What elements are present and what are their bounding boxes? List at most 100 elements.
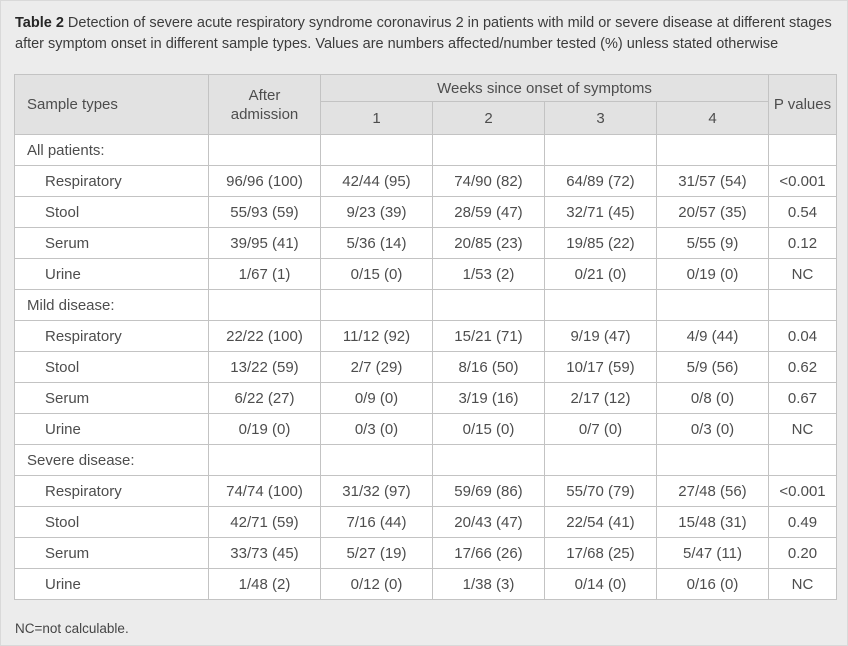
row-label: Respiratory (14, 165, 209, 197)
table-row: Stool 13/22 (59) 2/7 (29) 8/16 (50) 10/1… (14, 351, 837, 383)
empty-cell (544, 444, 657, 476)
cell-after-admission: 0/19 (0) (208, 413, 321, 445)
cell-week-3: 2/17 (12) (544, 382, 657, 414)
empty-cell (432, 289, 545, 321)
cell-week-4: 0/8 (0) (656, 382, 769, 414)
section-title: Mild disease: (14, 289, 209, 321)
cell-week-4: 5/9 (56) (656, 351, 769, 383)
cell-week-3: 64/89 (72) (544, 165, 657, 197)
empty-cell (432, 134, 545, 166)
cell-week-4: 15/48 (31) (656, 506, 769, 538)
table-row: Urine 0/19 (0) 0/3 (0) 0/15 (0) 0/7 (0) … (14, 413, 837, 445)
cell-week-1: 0/9 (0) (320, 382, 433, 414)
cell-week-2: 59/69 (86) (432, 475, 545, 507)
table-row: Respiratory 96/96 (100) 42/44 (95) 74/90… (14, 165, 837, 197)
cell-week-4: 0/3 (0) (656, 413, 769, 445)
header-p-values: P values (768, 74, 837, 135)
cell-week-2: 20/43 (47) (432, 506, 545, 538)
empty-cell (768, 444, 837, 476)
empty-cell (432, 444, 545, 476)
cell-week-1: 2/7 (29) (320, 351, 433, 383)
cell-week-2: 8/16 (50) (432, 351, 545, 383)
header-week-3: 3 (544, 101, 657, 135)
cell-after-admission: 55/93 (59) (208, 196, 321, 228)
cell-after-admission: 22/22 (100) (208, 320, 321, 352)
header-weeks-group: Weeks since onset of symptoms (320, 74, 769, 102)
empty-cell (320, 444, 433, 476)
cell-week-2: 0/15 (0) (432, 413, 545, 445)
empty-cell (544, 289, 657, 321)
table-caption: Table 2 Detection of severe acute respir… (15, 13, 833, 55)
header-week-1: 1 (320, 101, 433, 135)
cell-week-1: 0/15 (0) (320, 258, 433, 290)
empty-cell (320, 134, 433, 166)
cell-week-2: 20/85 (23) (432, 227, 545, 259)
cell-week-4: 20/57 (35) (656, 196, 769, 228)
header-sample-types: Sample types (14, 74, 209, 135)
cell-week-4: 0/19 (0) (656, 258, 769, 290)
results-table: Sample types After admission Weeks since… (14, 74, 837, 600)
cell-p-value: 0.20 (768, 537, 837, 569)
cell-p-value: NC (768, 568, 837, 600)
cell-week-3: 19/85 (22) (544, 227, 657, 259)
cell-week-2: 28/59 (47) (432, 196, 545, 228)
table-row: Urine 1/67 (1) 0/15 (0) 1/53 (2) 0/21 (0… (14, 258, 837, 290)
table-row: Serum 33/73 (45) 5/27 (19) 17/66 (26) 17… (14, 537, 837, 569)
cell-p-value: 0.54 (768, 196, 837, 228)
cell-week-4: 4/9 (44) (656, 320, 769, 352)
table-row: Serum 6/22 (27) 0/9 (0) 3/19 (16) 2/17 (… (14, 382, 837, 414)
cell-week-4: 5/47 (11) (656, 537, 769, 569)
cell-after-admission: 96/96 (100) (208, 165, 321, 197)
cell-week-3: 0/7 (0) (544, 413, 657, 445)
header-week-4: 4 (656, 101, 769, 135)
row-label: Stool (14, 351, 209, 383)
cell-week-2: 3/19 (16) (432, 382, 545, 414)
table-row: Stool 55/93 (59) 9/23 (39) 28/59 (47) 32… (14, 196, 837, 228)
cell-week-2: 1/38 (3) (432, 568, 545, 600)
row-label: Urine (14, 413, 209, 445)
cell-week-3: 10/17 (59) (544, 351, 657, 383)
row-label: Stool (14, 196, 209, 228)
cell-p-value: NC (768, 258, 837, 290)
cell-week-1: 9/23 (39) (320, 196, 433, 228)
table-body: All patients: Respiratory 96/96 (100) 42… (14, 134, 837, 600)
cell-week-3: 17/68 (25) (544, 537, 657, 569)
cell-p-value: 0.12 (768, 227, 837, 259)
table-footnote: NC=not calculable. (15, 621, 129, 636)
cell-week-4: 27/48 (56) (656, 475, 769, 507)
table-row: Urine 1/48 (2) 0/12 (0) 1/38 (3) 0/14 (0… (14, 568, 837, 600)
row-label: Urine (14, 568, 209, 600)
cell-week-3: 0/14 (0) (544, 568, 657, 600)
cell-week-1: 0/3 (0) (320, 413, 433, 445)
cell-p-value: <0.001 (768, 165, 837, 197)
cell-p-value: <0.001 (768, 475, 837, 507)
empty-cell (656, 134, 769, 166)
cell-after-admission: 1/67 (1) (208, 258, 321, 290)
table-row: Serum 39/95 (41) 5/36 (14) 20/85 (23) 19… (14, 227, 837, 259)
cell-week-4: 5/55 (9) (656, 227, 769, 259)
cell-p-value: NC (768, 413, 837, 445)
cell-week-1: 5/27 (19) (320, 537, 433, 569)
cell-week-1: 5/36 (14) (320, 227, 433, 259)
cell-week-3: 0/21 (0) (544, 258, 657, 290)
empty-cell (208, 289, 321, 321)
empty-cell (544, 134, 657, 166)
cell-after-admission: 39/95 (41) (208, 227, 321, 259)
header-row-weeks: 1 2 3 4 (15, 101, 837, 135)
table-row: Respiratory 74/74 (100) 31/32 (97) 59/69… (14, 475, 837, 507)
empty-cell (768, 134, 837, 166)
row-label: Serum (14, 537, 209, 569)
cell-after-admission: 33/73 (45) (208, 537, 321, 569)
cell-p-value: 0.62 (768, 351, 837, 383)
cell-p-value: 0.04 (768, 320, 837, 352)
section-title: Severe disease: (14, 444, 209, 476)
cell-after-admission: 6/22 (27) (208, 382, 321, 414)
row-label: Serum (14, 382, 209, 414)
empty-cell (320, 289, 433, 321)
table-header: Sample types After admission Weeks since… (14, 74, 837, 135)
cell-after-admission: 74/74 (100) (208, 475, 321, 507)
empty-cell (656, 444, 769, 476)
cell-after-admission: 13/22 (59) (208, 351, 321, 383)
